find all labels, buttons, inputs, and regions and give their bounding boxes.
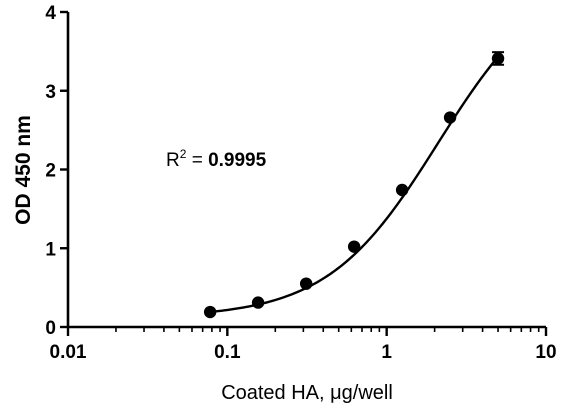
fit-curve-layer xyxy=(210,56,499,314)
data-point xyxy=(347,240,361,253)
y-tick-label: 4 xyxy=(45,3,56,24)
data-points-layer xyxy=(203,51,505,319)
y-tick-label: 0 xyxy=(45,318,56,339)
r-squared-equals: = xyxy=(186,150,208,171)
data-point xyxy=(203,305,217,319)
data-point xyxy=(299,277,313,290)
y-tick-label: 1 xyxy=(45,239,56,260)
x-tick-label: 10 xyxy=(535,342,556,363)
x-axis-title: Coated HA, μg/well xyxy=(221,382,393,404)
x-tick-label: 1 xyxy=(381,342,392,363)
data-point xyxy=(251,296,265,309)
fit-curve xyxy=(210,56,499,314)
y-axis-title: OD 450 nm xyxy=(12,115,35,225)
r-squared-value: 0.9995 xyxy=(208,150,267,171)
x-tick-label: 0.01 xyxy=(50,342,87,363)
data-point xyxy=(395,183,409,197)
y-tick-label: 2 xyxy=(45,161,56,182)
data-point xyxy=(443,111,457,124)
r-squared-annotation: R2 = 0.9995 xyxy=(166,147,267,171)
y-ticks: 0 1 2 3 4 xyxy=(45,3,68,339)
x-ticks: 0.01 0.1 1 10 xyxy=(50,327,557,363)
r-squared-superscript: 2 xyxy=(180,147,187,161)
r-squared-prefix: R xyxy=(166,150,180,171)
data-point xyxy=(491,52,505,65)
x-tick-label: 0.1 xyxy=(214,342,241,363)
y-tick-label: 3 xyxy=(45,82,56,103)
